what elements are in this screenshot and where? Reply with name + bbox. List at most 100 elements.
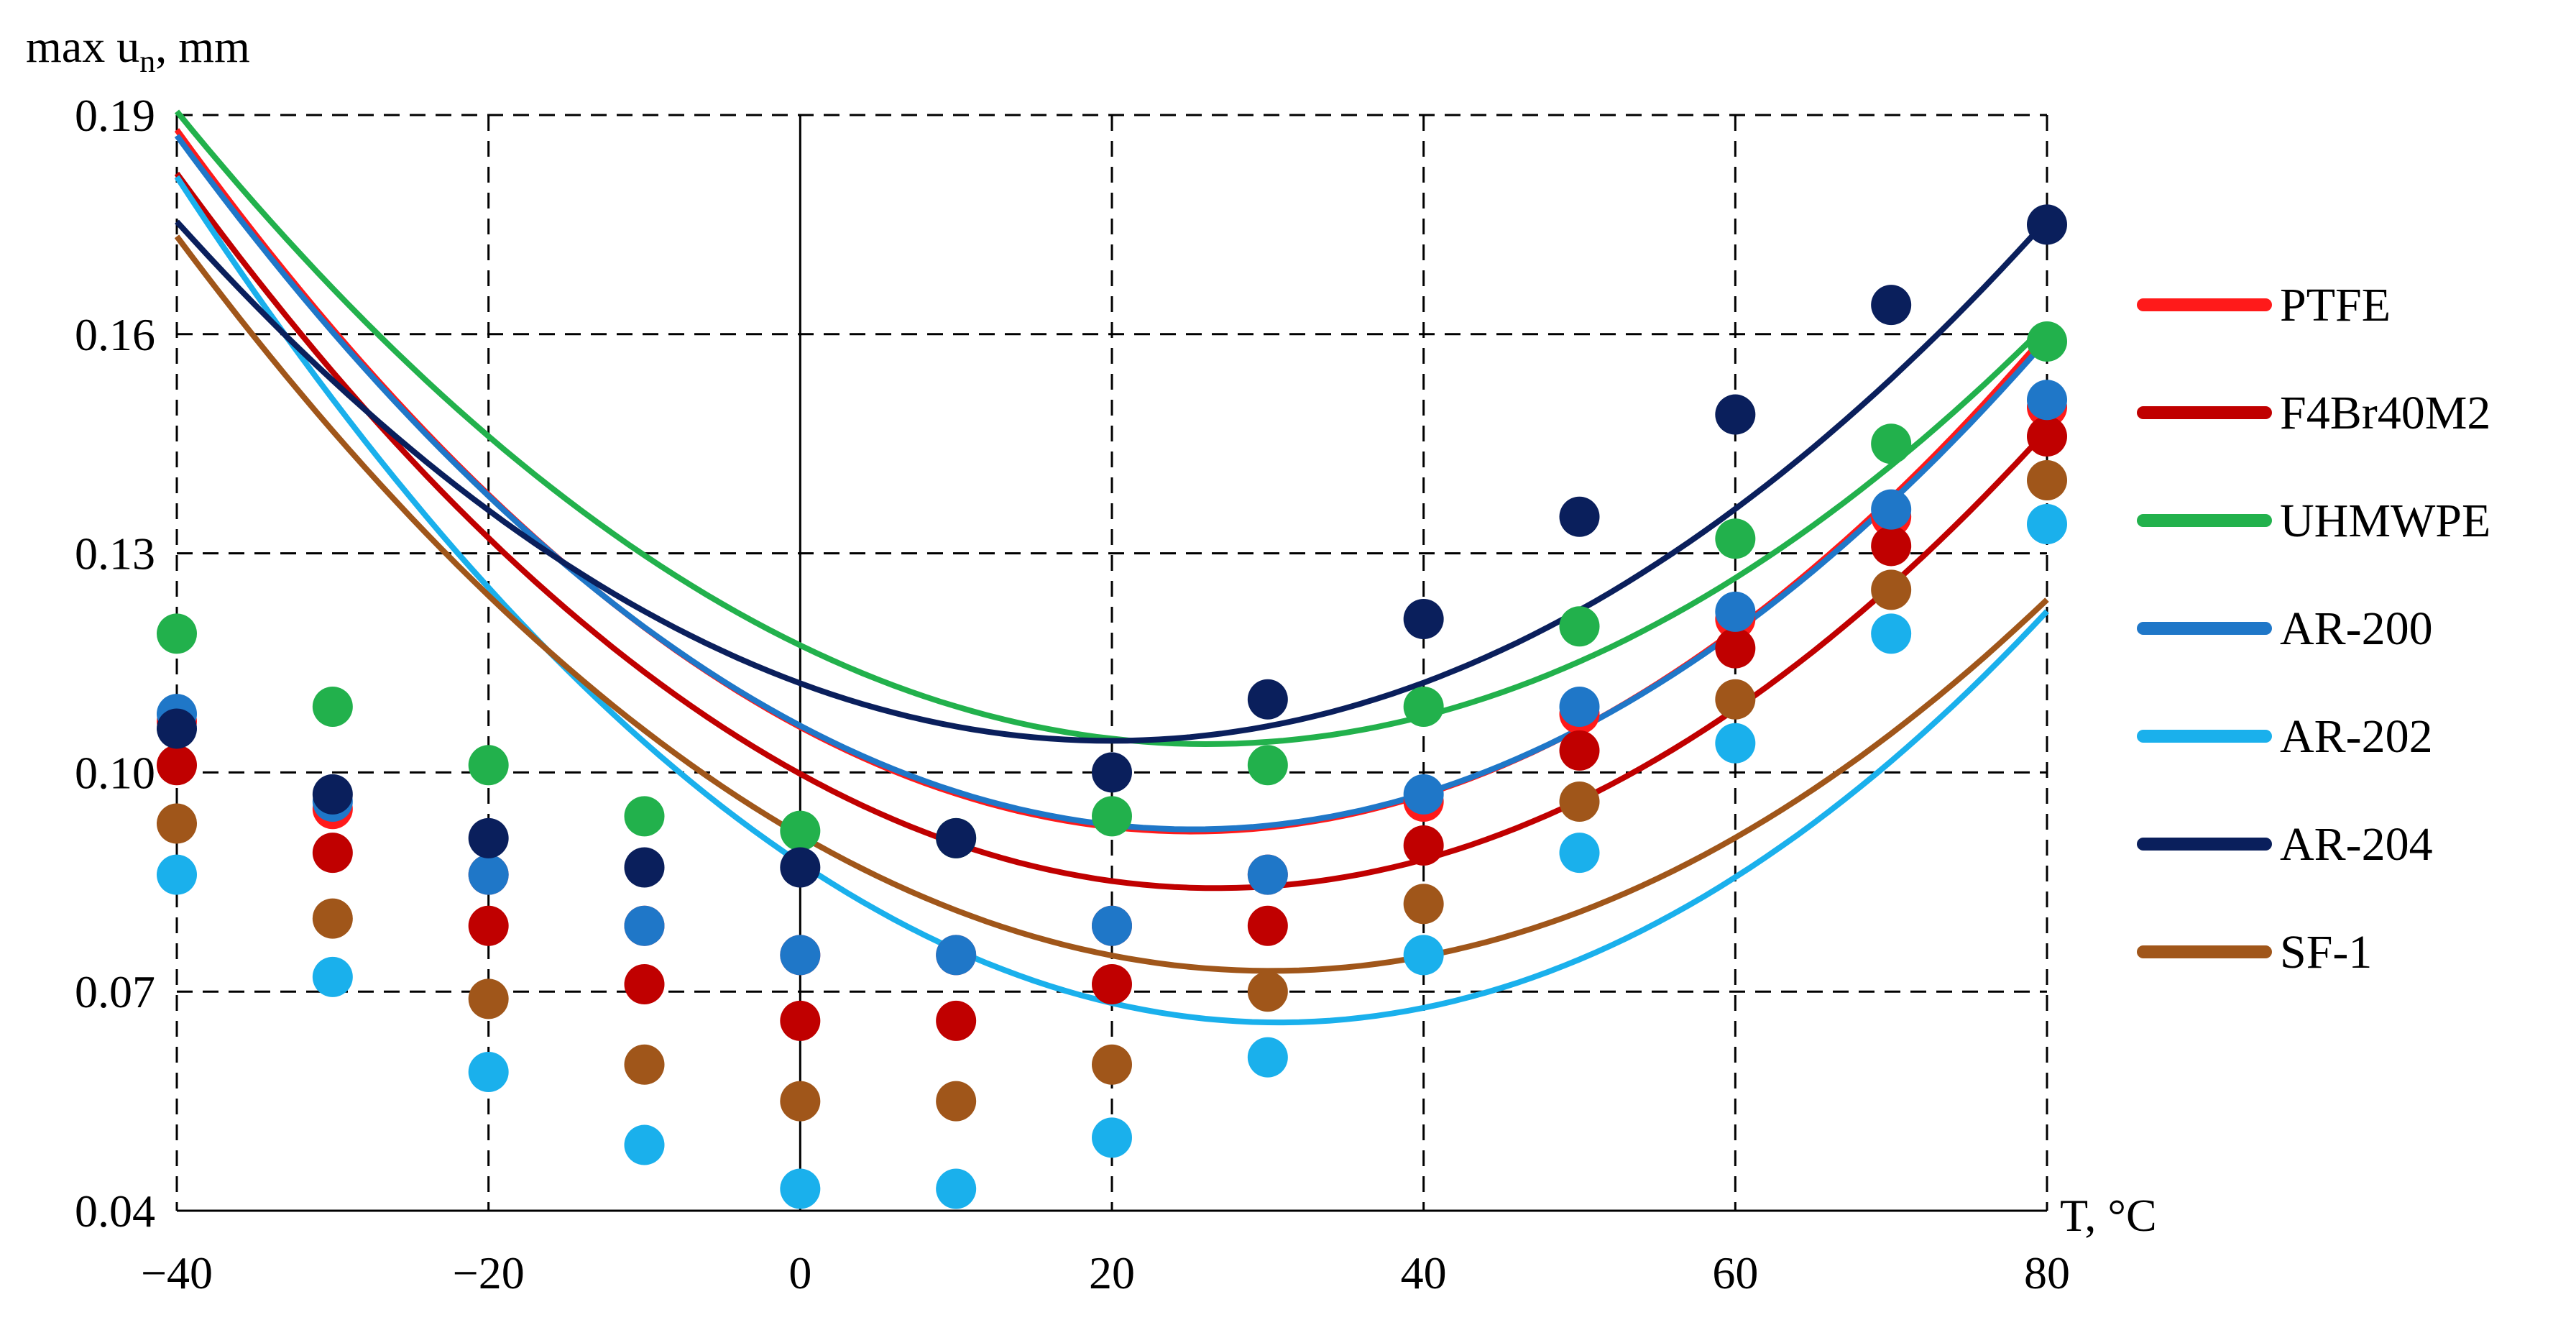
data-point-f4br40m2 xyxy=(1247,905,1288,946)
data-point-ar-204 xyxy=(1715,394,1756,435)
data-point-f4br40m2 xyxy=(1092,964,1132,1005)
data-point-sf-1 xyxy=(1247,971,1288,1012)
data-point-uhmwpe xyxy=(157,613,197,654)
data-point-ar-204 xyxy=(1092,752,1132,793)
data-point-ar-200 xyxy=(1247,854,1288,895)
data-point-uhmwpe xyxy=(1092,796,1132,837)
data-point-sf-1 xyxy=(1715,679,1756,720)
data-point-ar-202 xyxy=(1559,833,1600,874)
trend-curve-ar-204 xyxy=(175,217,2049,744)
data-point-ar-202 xyxy=(468,1051,509,1092)
data-point-uhmwpe xyxy=(1871,423,1912,464)
y-axis-title: max un, mm xyxy=(26,21,250,79)
legend: PTFE F4Br40M2 UHMWPE AR-200 AR-202 AR-204 SF-1 xyxy=(2137,279,2490,978)
data-point-ar-204 xyxy=(468,817,509,858)
data-point-f4br40m2 xyxy=(1403,825,1444,866)
data-point-ar-200 xyxy=(468,854,509,895)
legend-label-uhmwpe: UHMWPE xyxy=(2280,495,2490,547)
tick-labels: 0.04 0.07 0.10 0.13 0.16 0.19 −40 −20 0 20 40 60 80 xyxy=(75,90,2070,1298)
data-point-sf-1 xyxy=(1403,884,1444,925)
data-point-sf-1 xyxy=(1559,782,1600,822)
data-point-f4br40m2 xyxy=(157,745,197,786)
data-point-ar-202 xyxy=(624,1124,665,1165)
data-point-f4br40m2 xyxy=(312,833,353,874)
legend-label-ar-202: AR-202 xyxy=(2280,710,2433,763)
data-point-f4br40m2 xyxy=(624,964,665,1005)
x-tick-label: −40 xyxy=(141,1247,213,1298)
data-point-f4br40m2 xyxy=(1715,628,1756,669)
data-point-uhmwpe xyxy=(780,810,821,851)
data-point-ar-202 xyxy=(936,1168,977,1209)
x-tick-label: −20 xyxy=(453,1247,525,1298)
data-point-ar-202 xyxy=(1871,613,1912,654)
data-point-sf-1 xyxy=(157,803,197,844)
data-point-ar-204 xyxy=(1871,285,1912,326)
data-point-ar-202 xyxy=(1403,935,1444,976)
data-point-uhmwpe xyxy=(1559,606,1600,647)
y-tick-label: 0.13 xyxy=(75,528,155,579)
y-axis-title-subscript: n xyxy=(139,44,155,79)
y-tick-label: 0.07 xyxy=(75,966,155,1017)
data-point-sf-1 xyxy=(312,898,353,939)
y-tick-label: 0.19 xyxy=(75,90,155,141)
y-tick-label: 0.04 xyxy=(75,1186,155,1237)
data-point-ar-204 xyxy=(2027,204,2067,245)
data-point-ar-200 xyxy=(780,935,821,976)
data-point-f4br40m2 xyxy=(1871,526,1912,567)
data-point-sf-1 xyxy=(936,1081,977,1122)
legend-label-ptfe: PTFE xyxy=(2280,279,2391,331)
data-point-ar-204 xyxy=(312,774,353,815)
data-point-f4br40m2 xyxy=(468,905,509,946)
data-point-ar-200 xyxy=(624,905,665,946)
data-point-uhmwpe xyxy=(468,745,509,786)
data-point-ar-202 xyxy=(1715,723,1756,764)
data-point-ar-200 xyxy=(1403,774,1444,815)
data-point-sf-1 xyxy=(624,1044,665,1085)
data-point-ar-204 xyxy=(1403,599,1444,640)
data-point-ar-202 xyxy=(1092,1117,1132,1158)
y-tick-label: 0.16 xyxy=(75,309,155,360)
data-point-ar-202 xyxy=(1247,1037,1288,1078)
x-tick-label: 40 xyxy=(1401,1247,1447,1298)
data-point-f4br40m2 xyxy=(780,1000,821,1041)
data-point-sf-1 xyxy=(1871,569,1912,610)
data-point-sf-1 xyxy=(468,978,509,1019)
data-point-ar-200 xyxy=(1871,489,1912,530)
data-point-sf-1 xyxy=(1092,1044,1132,1085)
y-axis-title-unit: , mm xyxy=(155,21,250,72)
data-point-ar-202 xyxy=(157,854,197,895)
data-point-ar-204 xyxy=(936,817,977,858)
data-points xyxy=(157,204,2067,1209)
data-point-uhmwpe xyxy=(1247,745,1288,786)
x-tick-label: 0 xyxy=(788,1247,811,1298)
data-point-sf-1 xyxy=(780,1081,821,1122)
legend-label-sf-1: SF-1 xyxy=(2280,926,2372,978)
data-point-ar-200 xyxy=(1559,686,1600,727)
data-point-f4br40m2 xyxy=(2027,416,2067,457)
data-point-ar-200 xyxy=(2027,380,2067,421)
data-point-ar-204 xyxy=(624,847,665,888)
x-axis-title: T, °C xyxy=(2060,1190,2157,1241)
x-tick-label: 20 xyxy=(1089,1247,1135,1298)
trend-curve-sf-1 xyxy=(174,234,2049,974)
y-axis-title-main: max u xyxy=(26,21,139,72)
data-point-f4br40m2 xyxy=(1559,730,1600,771)
legend-label-f4br40m2: F4Br40M2 xyxy=(2280,387,2490,439)
data-point-ar-204 xyxy=(1247,679,1288,720)
data-point-ar-204 xyxy=(1559,496,1600,537)
data-point-ar-204 xyxy=(157,708,197,749)
data-point-uhmwpe xyxy=(1715,518,1756,559)
data-point-ar-200 xyxy=(1715,591,1756,632)
data-point-ar-202 xyxy=(2027,503,2067,544)
x-tick-label: 60 xyxy=(1712,1247,1758,1298)
data-point-uhmwpe xyxy=(624,796,665,837)
data-point-uhmwpe xyxy=(2027,321,2067,362)
data-point-uhmwpe xyxy=(1403,686,1444,727)
data-point-ar-200 xyxy=(1092,905,1132,946)
data-point-uhmwpe xyxy=(312,686,353,727)
data-point-ar-202 xyxy=(780,1168,821,1209)
y-tick-label: 0.10 xyxy=(75,747,155,798)
data-point-sf-1 xyxy=(2027,460,2067,500)
data-point-ar-200 xyxy=(936,935,977,976)
